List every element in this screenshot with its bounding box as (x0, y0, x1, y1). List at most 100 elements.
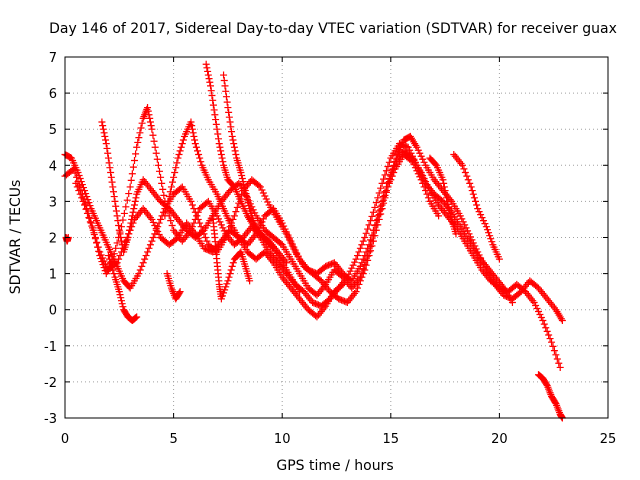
data-point (191, 140, 199, 148)
y-tick-label: 5 (49, 123, 57, 138)
data-point (86, 214, 94, 222)
data-point (416, 173, 424, 181)
data-point (89, 226, 97, 234)
data-point (424, 194, 432, 202)
data-point (338, 282, 346, 290)
data-point (238, 175, 246, 183)
data-point (481, 220, 489, 228)
data-point (372, 199, 380, 207)
y-tick-label: 3 (49, 195, 57, 210)
data-point (367, 236, 375, 244)
data-point (209, 96, 217, 104)
data-point (174, 154, 182, 162)
data-point (204, 67, 212, 75)
data-point (242, 190, 250, 198)
data-point (225, 113, 233, 121)
data-point (243, 193, 251, 201)
data-point (70, 165, 78, 173)
data-point (414, 170, 422, 178)
data-point (167, 183, 175, 191)
data-point (117, 234, 125, 241)
data-point (413, 143, 421, 151)
data-point (193, 212, 201, 220)
series-track-14 (62, 234, 72, 245)
data-point (422, 187, 430, 195)
data-point (207, 87, 215, 95)
data-point (152, 224, 160, 232)
data-point (149, 234, 157, 241)
data-point (95, 247, 103, 255)
data-point (382, 167, 390, 175)
data-point (464, 176, 472, 184)
data-point (259, 215, 267, 223)
data-point (218, 292, 226, 300)
data-point (223, 280, 231, 288)
data-point (543, 327, 551, 335)
data-point (130, 205, 138, 213)
data-point (159, 185, 167, 193)
data-point (359, 237, 367, 245)
data-point (230, 212, 238, 220)
data-point (423, 190, 431, 198)
data-point (76, 190, 84, 198)
data-point (381, 191, 389, 199)
data-point (378, 179, 386, 187)
data-point (364, 252, 372, 260)
x-tick-label: 20 (491, 432, 508, 447)
data-point (94, 243, 102, 251)
data-point (375, 211, 383, 219)
data-point (219, 224, 227, 232)
data-point (112, 244, 120, 252)
data-point (220, 289, 228, 297)
data-point (164, 197, 172, 205)
data-point (358, 241, 366, 249)
data-point (478, 214, 486, 222)
data-point (483, 226, 491, 234)
data-point (495, 255, 503, 263)
data-point (284, 231, 292, 239)
data-point (98, 118, 106, 126)
data-point (173, 159, 181, 167)
data-point (361, 234, 369, 241)
data-point (104, 149, 112, 157)
data-point (211, 111, 219, 119)
data-point (148, 215, 156, 223)
data-point (345, 270, 353, 278)
data-point (112, 202, 120, 210)
data-point (131, 156, 139, 164)
data-point (84, 196, 92, 204)
series-track-11 (426, 154, 460, 238)
data-point (404, 143, 412, 151)
y-axis-label: SDTVAR / TECUs (8, 180, 24, 295)
x-tick-label: 25 (600, 432, 617, 447)
data-point (190, 219, 198, 227)
data-point (85, 199, 93, 207)
data-point (115, 226, 123, 234)
data-point (99, 125, 107, 133)
data-point (444, 200, 452, 208)
data-point (359, 265, 367, 273)
data-point (445, 203, 453, 211)
data-point (128, 212, 136, 220)
data-point (112, 207, 120, 215)
data-point (127, 219, 135, 227)
data-point (138, 262, 146, 270)
data-point (226, 270, 234, 278)
data-point (160, 191, 168, 199)
data-point (106, 255, 114, 263)
data-point (240, 181, 248, 189)
data-point (229, 136, 237, 144)
data-point (406, 146, 414, 154)
data-point (228, 128, 236, 136)
x-tick-labels: 0 5 10 15 20 25 (61, 432, 616, 447)
data-point (125, 190, 133, 198)
data-point (170, 173, 178, 181)
data-point (221, 286, 229, 294)
data-point (126, 223, 134, 231)
data-point (221, 82, 229, 90)
data-point (385, 179, 393, 187)
data-point (153, 155, 161, 163)
data-point (467, 183, 475, 191)
data-point (133, 143, 141, 151)
y-tick-label: -3 (44, 412, 57, 427)
